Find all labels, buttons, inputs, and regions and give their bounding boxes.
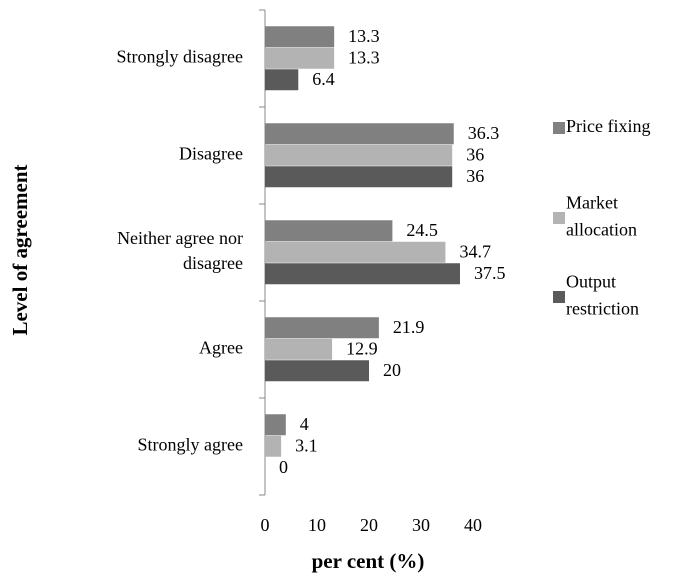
x-tick-label: 10 <box>308 515 326 535</box>
legend-swatch <box>553 122 565 134</box>
y-tick-label: Agree <box>199 338 243 358</box>
bar <box>265 338 333 360</box>
data-label: 36 <box>466 145 484 165</box>
x-tick-label: 40 <box>464 515 482 535</box>
bar <box>265 69 299 91</box>
bar <box>265 123 454 145</box>
bar <box>265 166 453 188</box>
x-tick-label: 0 <box>261 515 270 535</box>
bar <box>265 241 446 263</box>
legend-label: Price fixing <box>566 116 650 136</box>
data-label: 13.3 <box>348 26 380 46</box>
data-label: 3.1 <box>295 436 318 456</box>
data-label: 13.3 <box>348 48 380 68</box>
data-label: 24.5 <box>406 220 438 240</box>
bar <box>265 144 453 166</box>
y-tick-label: Neither agree nor disagree <box>117 228 243 273</box>
y-axis-title: Level of agreement <box>8 164 32 335</box>
data-label: 36.3 <box>468 123 500 143</box>
y-tick-label: Disagree <box>179 144 243 164</box>
y-tick-label: Strongly agree <box>138 435 243 455</box>
data-label: 4 <box>300 414 309 434</box>
x-tick-label: 30 <box>412 515 430 535</box>
data-label: 6.4 <box>312 69 335 89</box>
bar <box>265 435 282 457</box>
y-tick-label: Strongly disagree <box>117 47 243 67</box>
bar <box>265 220 393 242</box>
legend-label: Market allocation <box>566 193 637 240</box>
data-label: 36 <box>466 166 484 186</box>
bar <box>265 26 335 48</box>
legend-label: Output restriction <box>566 272 639 319</box>
data-label: 37.5 <box>474 263 506 283</box>
data-label: 0 <box>279 457 288 477</box>
bar <box>265 360 369 382</box>
bar <box>265 263 460 285</box>
bar <box>265 414 286 436</box>
legend-swatch <box>553 212 565 224</box>
data-label: 34.7 <box>459 242 491 262</box>
bar <box>265 47 335 69</box>
bar <box>265 317 379 339</box>
x-axis-title: per cent (%) <box>312 549 425 573</box>
x-tick-label: 20 <box>360 515 378 535</box>
legend-swatch <box>553 291 565 303</box>
data-label: 12.9 <box>346 339 378 359</box>
data-label: 21.9 <box>393 317 425 337</box>
data-label: 20 <box>383 360 401 380</box>
